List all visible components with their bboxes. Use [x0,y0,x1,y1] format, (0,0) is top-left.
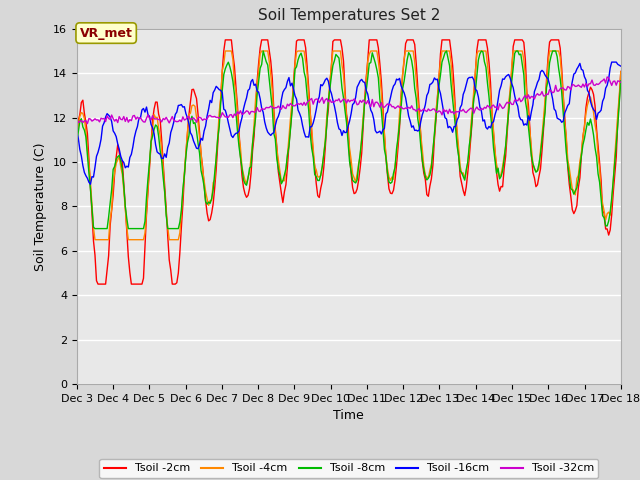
Title: Soil Temperatures Set 2: Soil Temperatures Set 2 [258,9,440,24]
Y-axis label: Soil Temperature (C): Soil Temperature (C) [35,142,47,271]
X-axis label: Time: Time [333,409,364,422]
Legend: Tsoil -2cm, Tsoil -4cm, Tsoil -8cm, Tsoil -16cm, Tsoil -32cm: Tsoil -2cm, Tsoil -4cm, Tsoil -8cm, Tsoi… [99,459,598,478]
Text: VR_met: VR_met [80,26,132,39]
